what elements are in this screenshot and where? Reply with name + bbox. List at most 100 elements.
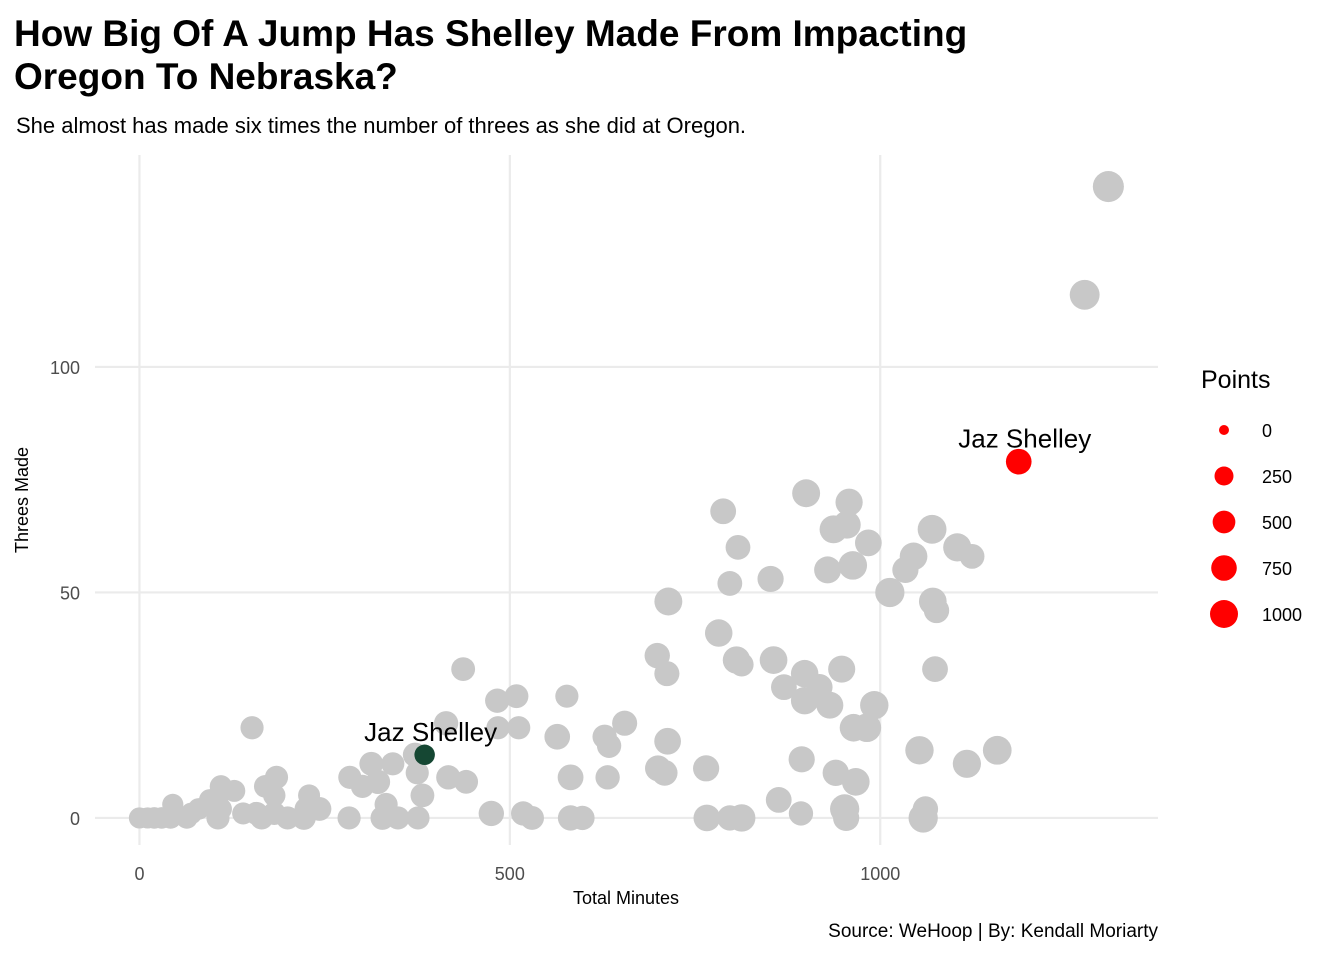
- data-point: [386, 806, 410, 830]
- data-point: [833, 510, 861, 539]
- data-point: [451, 657, 476, 682]
- data-point: [727, 804, 756, 832]
- data-point: [1092, 171, 1124, 203]
- data-point: [816, 691, 844, 719]
- data-point: [1069, 279, 1100, 310]
- player-label: Jaz Shelley: [958, 424, 1091, 454]
- data-point: [905, 736, 934, 765]
- data-point: [922, 656, 948, 683]
- data-point: [952, 749, 981, 778]
- data-point: [835, 488, 863, 516]
- data-point: [507, 716, 531, 740]
- legend-label: 0: [1262, 421, 1272, 441]
- data-point: [833, 804, 860, 832]
- data-point: [828, 655, 856, 683]
- axis-tick-labels: 0 500 1000 0 50 100: [50, 358, 900, 884]
- data-point: [875, 577, 905, 608]
- data-point: [788, 746, 815, 773]
- data-point: [654, 727, 681, 755]
- data-point: [771, 674, 797, 701]
- data-point: [520, 806, 544, 830]
- legend-swatch: [1219, 425, 1229, 435]
- data-point: [454, 769, 479, 794]
- legend-items: 0 250 500 750 1000: [1210, 421, 1302, 628]
- chart-caption: Source: WeHoop | By: Kendall Moriarty: [828, 921, 1158, 942]
- data-point: [654, 587, 683, 616]
- data-point: [406, 806, 430, 830]
- legend-label: 750: [1262, 559, 1292, 579]
- highlight-point: [1005, 448, 1032, 475]
- data-point: [410, 783, 435, 808]
- legend-label: 1000: [1262, 605, 1302, 625]
- data-point: [350, 774, 375, 798]
- data-point: [982, 735, 1012, 765]
- data-point: [486, 716, 510, 740]
- data-point: [651, 759, 678, 786]
- x-tick-label: 0: [134, 864, 144, 884]
- data-point: [557, 764, 584, 791]
- data-point: [693, 755, 720, 782]
- y-tick-label: 100: [50, 358, 80, 378]
- data-point: [128, 807, 151, 829]
- data-point: [814, 556, 842, 584]
- legend-swatch: [1214, 466, 1234, 486]
- data-point: [912, 796, 939, 822]
- x-tick-label: 1000: [860, 864, 900, 884]
- data-point: [504, 684, 529, 709]
- player-label: Jaz Shelley: [364, 717, 497, 747]
- data-point: [263, 784, 286, 807]
- data-point: [854, 529, 882, 557]
- data-point: [654, 661, 680, 687]
- data-point: [240, 716, 264, 740]
- data-point: [433, 711, 459, 736]
- legend-label: 500: [1262, 513, 1292, 533]
- data-point: [555, 684, 579, 708]
- data-point: [291, 806, 316, 830]
- data-point: [596, 733, 622, 758]
- data-points: [128, 171, 1124, 833]
- data-point: [485, 688, 510, 713]
- data-point: [790, 686, 819, 715]
- data-point: [206, 806, 230, 830]
- data-point: [923, 597, 950, 624]
- data-point: [765, 787, 792, 813]
- data-point: [757, 565, 784, 593]
- data-point: [595, 765, 620, 790]
- data-point: [792, 479, 821, 508]
- highlight-point: [414, 744, 435, 766]
- data-point: [612, 710, 638, 736]
- y-axis-title: Threes Made: [12, 447, 32, 553]
- data-point: [337, 806, 361, 830]
- data-point: [232, 802, 255, 825]
- y-tick-label: 50: [60, 583, 80, 603]
- data-point: [852, 713, 882, 743]
- data-point: [892, 556, 919, 584]
- data-point: [717, 571, 743, 596]
- data-point: [381, 752, 405, 776]
- legend-title: Points: [1201, 366, 1270, 394]
- data-point: [478, 800, 505, 827]
- legend-swatch: [1210, 600, 1238, 628]
- data-point: [860, 690, 889, 720]
- legend: Points 0 250 500 750 1000: [1201, 366, 1302, 628]
- data-point: [729, 652, 754, 677]
- data-point: [176, 807, 198, 829]
- legend-label: 250: [1262, 467, 1292, 487]
- grid-layer: [95, 155, 1158, 845]
- data-point: [693, 804, 721, 832]
- legend-swatch: [1212, 510, 1236, 534]
- y-tick-label: 0: [70, 809, 80, 829]
- chart-subtitle: She almost has made six times the number…: [16, 113, 747, 138]
- data-point: [841, 768, 870, 796]
- data-point: [710, 498, 737, 525]
- data-point: [704, 619, 733, 647]
- annotations: Jaz Shelley Jaz Shelley: [364, 424, 1091, 747]
- data-point: [788, 801, 814, 826]
- x-tick-label: 500: [495, 864, 525, 884]
- data-point: [570, 805, 595, 831]
- data-point: [917, 514, 947, 544]
- data-point: [959, 543, 985, 569]
- data-point: [544, 723, 571, 750]
- data-point: [405, 761, 429, 785]
